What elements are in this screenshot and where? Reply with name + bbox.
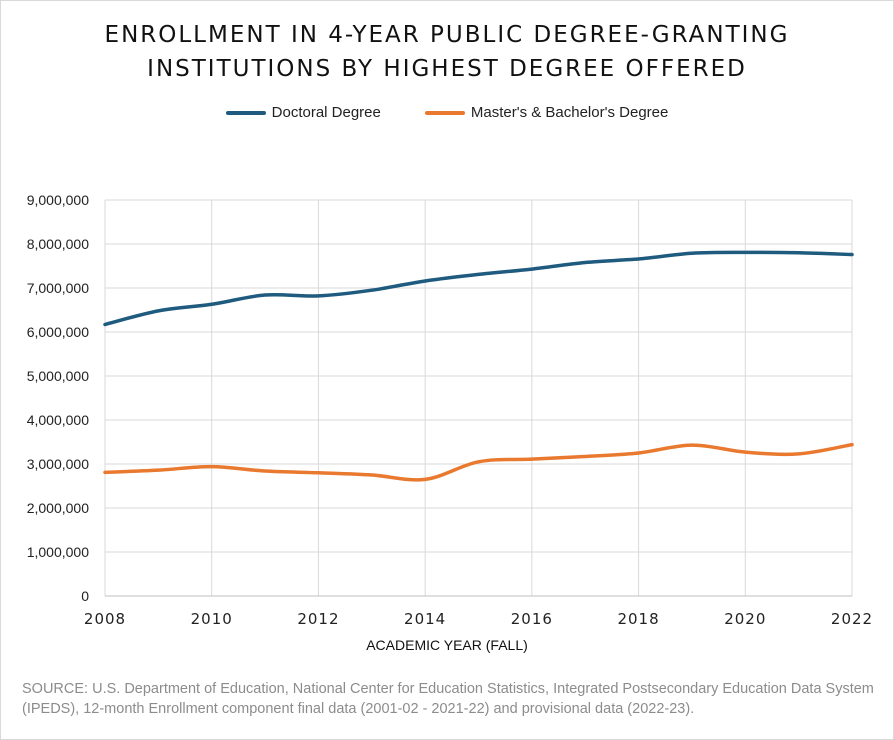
x-tick-label: 2020 — [724, 610, 766, 628]
x-axis-label: ACADEMIC YEAR (FALL) — [366, 637, 528, 653]
y-tick-label: 6,000,000 — [27, 324, 89, 340]
x-tick-label: 2018 — [617, 610, 659, 628]
x-tick-label: 2012 — [297, 610, 339, 628]
chart-title-line-1: ENROLLMENT IN 4-YEAR PUBLIC DEGREE-GRANT… — [104, 22, 790, 48]
source-note: SOURCE: U.S. Department of Education, Na… — [22, 681, 874, 717]
y-tick-label: 3,000,000 — [27, 456, 89, 472]
series-line-masters-bachelors — [103, 442, 854, 482]
y-tick-label: 4,000,000 — [27, 412, 89, 428]
x-tick-label: 2016 — [511, 610, 553, 628]
y-tick-label: 2,000,000 — [27, 500, 89, 516]
y-tick-label: 0 — [81, 588, 89, 604]
y-tick-label: 5,000,000 — [27, 368, 89, 384]
y-tick-label: 9,000,000 — [27, 192, 89, 208]
x-tick-label: 2010 — [191, 610, 233, 628]
legend-swatch-masters-bachelors — [424, 110, 465, 115]
legend-swatch-doctoral — [225, 110, 266, 115]
legend-item-masters-bachelors: Master's & Bachelor's Degree — [424, 104, 669, 121]
chart-title: ENROLLMENT IN 4-YEAR PUBLIC DEGREE-GRANT… — [0, 18, 894, 86]
chart-title-line-2: INSTITUTIONS BY HIGHEST DEGREE OFFERED — [147, 56, 747, 82]
x-tick-label: 2014 — [404, 610, 446, 628]
x-tick-label: 2022 — [831, 610, 873, 628]
x-tick-label: 2008 — [84, 610, 126, 628]
legend-item-doctoral: Doctoral Degree — [225, 104, 381, 121]
legend: Doctoral Degree Master's & Bachelor's De… — [0, 104, 894, 121]
legend-label-masters-bachelors: Master's & Bachelor's Degree — [470, 104, 669, 121]
series-line-doctoral — [103, 250, 854, 327]
y-tick-label: 7,000,000 — [27, 280, 89, 296]
y-tick-label: 8,000,000 — [27, 236, 89, 252]
legend-label-doctoral: Doctoral Degree — [271, 104, 381, 121]
y-tick-label: 1,000,000 — [27, 544, 89, 560]
